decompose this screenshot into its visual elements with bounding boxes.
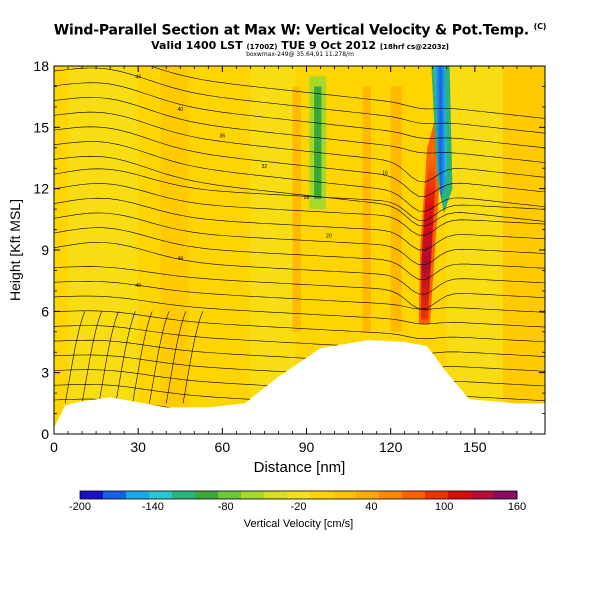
x-axis-label: Distance [nm] bbox=[254, 459, 346, 476]
isentrope-line bbox=[54, 168, 545, 221]
isentrope-line bbox=[81, 311, 102, 404]
colorbar: -200 -140 -80 -20 40 100 160 Vertical Velocity … bbox=[69, 490, 526, 530]
isentrope-line bbox=[54, 280, 545, 313]
isentrope-label: 20 bbox=[326, 234, 332, 240]
field-band bbox=[446, 66, 503, 434]
field-band bbox=[160, 66, 189, 434]
isentrope-line bbox=[54, 111, 545, 183]
colorbar-tick-label: -80 bbox=[218, 501, 234, 513]
colorbar-swatch bbox=[425, 491, 449, 499]
y-tick-label: 6 bbox=[41, 303, 49, 319]
isentrope-line bbox=[54, 212, 545, 266]
downdraft-core bbox=[434, 66, 447, 199]
colorbar-frame bbox=[79, 490, 518, 500]
field-column bbox=[362, 86, 372, 332]
x-tick-label: 0 bbox=[50, 439, 58, 455]
colorbar-label: Vertical Velocity [cm/s] bbox=[244, 518, 353, 530]
isentrope-label: 40 bbox=[177, 107, 183, 113]
colorbar-swatch bbox=[402, 491, 426, 499]
terrain bbox=[54, 339, 545, 434]
isentrope-line bbox=[54, 325, 545, 357]
colorbar-swatch bbox=[264, 491, 288, 499]
colorbar-swatch bbox=[218, 491, 242, 499]
isentrope-line bbox=[54, 227, 545, 280]
isentrope-line bbox=[54, 242, 545, 295]
colorbar-tick-label: 40 bbox=[365, 501, 377, 513]
updraft-core bbox=[420, 143, 436, 320]
isentrope-label: 36 bbox=[220, 134, 226, 140]
y-tick-label: 12 bbox=[33, 181, 49, 197]
x-tick-label: 120 bbox=[379, 439, 403, 455]
isentrope-line bbox=[54, 183, 545, 236]
isentrope-line bbox=[54, 310, 545, 343]
colorbar-swatch bbox=[448, 491, 472, 499]
x-tick-label: 30 bbox=[130, 439, 146, 455]
weak-downdraft-core bbox=[314, 86, 322, 199]
chart-title: Wind-Parallel Section at Max W: Vertical… bbox=[53, 22, 547, 39]
colorbar-swatch bbox=[379, 491, 403, 499]
isentrope-line bbox=[182, 311, 203, 404]
field-band bbox=[502, 66, 545, 434]
isentrope-line bbox=[54, 67, 545, 134]
y-tick-label: 3 bbox=[41, 365, 49, 381]
colorbar-swatch bbox=[471, 491, 495, 499]
isentrope-label: 28 bbox=[304, 195, 310, 201]
isentrope-line bbox=[149, 66, 545, 119]
x-tick-label: 60 bbox=[215, 439, 231, 455]
isentrope-line bbox=[98, 311, 119, 404]
isentrope-line bbox=[54, 295, 545, 328]
isentrope-line bbox=[54, 97, 545, 163]
y-tick-label: 9 bbox=[41, 242, 49, 258]
colorbar-tick-label: 160 bbox=[508, 501, 526, 513]
colorbar-tick-label: -20 bbox=[291, 501, 307, 513]
y-axis-label: Height [Kft MSL] bbox=[7, 199, 23, 301]
isentrope-line bbox=[54, 266, 545, 310]
y-tick-label: 15 bbox=[33, 119, 49, 135]
colorbar-tick-label: 100 bbox=[435, 501, 453, 513]
isentrope-line bbox=[165, 311, 187, 404]
isentrope-label: 16 bbox=[382, 170, 388, 176]
colorbar-swatch bbox=[149, 491, 173, 499]
field-column bbox=[292, 86, 301, 332]
isentrope-line bbox=[54, 126, 545, 197]
y-tick-label: 0 bbox=[41, 426, 49, 442]
colorbar-swatch bbox=[494, 491, 518, 499]
y-tick-label: 18 bbox=[33, 58, 49, 74]
colorbar-swatch bbox=[310, 491, 334, 499]
colorbar-swatch bbox=[287, 491, 311, 499]
x-tick-label: 90 bbox=[299, 439, 315, 455]
colorbar-swatch bbox=[172, 491, 196, 499]
colorbar-swatch bbox=[195, 491, 219, 499]
colorbar-tick-label: -200 bbox=[69, 501, 91, 513]
isentrope-label: 44 bbox=[177, 256, 183, 262]
isentrope-line bbox=[54, 141, 545, 212]
valid-time: Valid 1400 LST (1700Z) TUE 9 Oct 2012 [1… bbox=[151, 39, 449, 52]
terrain-fill bbox=[54, 339, 545, 434]
colorbar-swatch bbox=[356, 491, 380, 499]
isentrope-line bbox=[64, 311, 86, 404]
colorbar-tick-label: -140 bbox=[142, 501, 164, 513]
isentrope-line bbox=[115, 311, 136, 404]
colorbar-swatch bbox=[80, 491, 104, 499]
isentrope-label: 44 bbox=[135, 74, 141, 80]
isentrope-line bbox=[54, 339, 545, 372]
isentrope-label: 40 bbox=[135, 283, 141, 289]
subtitle-small: boxwmax-249@ 35.64,91 11.278/m bbox=[246, 51, 354, 58]
x-tick-label: 150 bbox=[463, 439, 487, 455]
isentrope-line bbox=[54, 155, 545, 227]
isentrope-line bbox=[149, 311, 170, 404]
colorbar-swatch bbox=[126, 491, 150, 499]
isentrope-line bbox=[54, 197, 545, 251]
isentrope-label: 32 bbox=[262, 164, 268, 170]
colorbar-swatch bbox=[241, 491, 265, 499]
colorbar-swatch bbox=[103, 491, 127, 499]
colorbar-swatch bbox=[333, 491, 357, 499]
isentrope-line bbox=[132, 311, 153, 404]
isentrope-line bbox=[54, 82, 545, 149]
